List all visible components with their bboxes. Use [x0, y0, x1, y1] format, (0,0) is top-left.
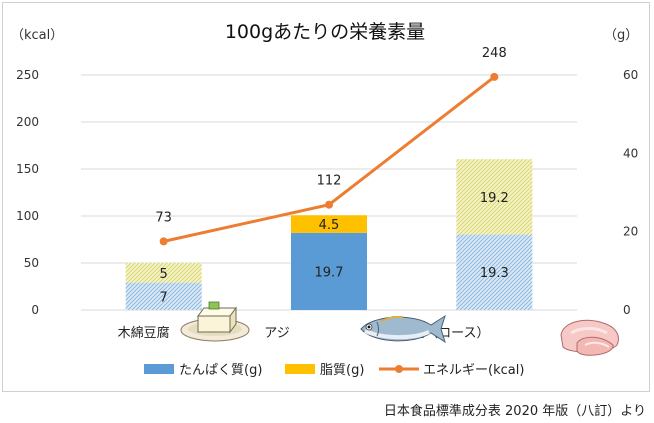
- right-tick-label: 60: [623, 68, 638, 82]
- protein-data-label: 19.3: [480, 266, 509, 281]
- chart-container: 100gあたりの栄養素量 （kcal） （g） 0 50 100 150 200 250 …: [2, 2, 650, 392]
- right-axis-unit: （g）: [604, 28, 638, 43]
- legend-swatch-fat: [285, 364, 315, 374]
- left-axis-unit: （kcal）: [11, 28, 63, 43]
- left-tick-label: 100: [16, 209, 39, 223]
- bar-fat: [125, 263, 202, 283]
- chart-title: 100gあたりの栄養素量: [225, 21, 425, 43]
- energy-point: [159, 237, 168, 246]
- energy-point: [490, 72, 499, 81]
- right-tick-label: 20: [623, 225, 638, 239]
- pork-icon: [560, 319, 619, 356]
- bar-fat: [456, 159, 533, 235]
- energy-data-label: 73: [155, 210, 172, 225]
- legend-marker-energy: [395, 365, 403, 373]
- legend-label-protein: たんぱく質(g): [179, 363, 262, 378]
- right-axis-ticks: 0 20 40 60: [623, 68, 638, 317]
- left-tick-label: 50: [24, 256, 39, 270]
- legend-swatch-protein: [144, 364, 174, 374]
- legend-label-fat: 脂質(g): [320, 363, 364, 378]
- energy-data-label: 112: [317, 174, 342, 189]
- left-tick-label: 200: [16, 115, 39, 129]
- left-tick-label: 150: [16, 162, 39, 176]
- energy-point: [325, 200, 333, 209]
- bar-protein: [291, 232, 367, 310]
- fat-data-label: 5: [160, 267, 168, 282]
- energy-data-label: 248: [482, 46, 507, 61]
- energy-line: 73 112 248: [155, 46, 507, 246]
- left-tick-label: 0: [31, 303, 39, 317]
- nutrition-chart: 100gあたりの栄養素量 （kcal） （g） 050100150200250 …: [11, 21, 638, 378]
- fat-data-label: 19.2: [480, 191, 509, 206]
- bar-protein: [456, 234, 533, 310]
- left-tick-label: 250: [16, 68, 39, 82]
- fat-data-label: 4.5: [319, 218, 340, 233]
- tofu-icon: [180, 301, 250, 342]
- right-tick-label: 0: [623, 303, 631, 317]
- category-label: 木綿豆腐: [118, 326, 170, 341]
- category-label: アジ: [264, 326, 289, 341]
- protein-data-label: 19.7: [315, 265, 344, 280]
- legend: たんぱく質(g) 脂質(g) エネルギー(kcal): [144, 363, 524, 378]
- bars: 7 5 19.7 4.5 19.3 19.2: [125, 159, 533, 310]
- left-axis-ticks: 0 50 100 150 200 250: [16, 68, 39, 317]
- source-note: 日本食品標準成分表 2020 年版（八訂）より: [383, 404, 646, 419]
- right-tick-label: 40: [623, 146, 638, 160]
- bar-fat: [291, 215, 367, 233]
- protein-data-label: 7: [160, 290, 168, 305]
- fish-icon: [360, 314, 446, 344]
- legend-label-energy: エネルギー(kcal): [423, 363, 524, 378]
- bar-protein: [125, 282, 202, 310]
